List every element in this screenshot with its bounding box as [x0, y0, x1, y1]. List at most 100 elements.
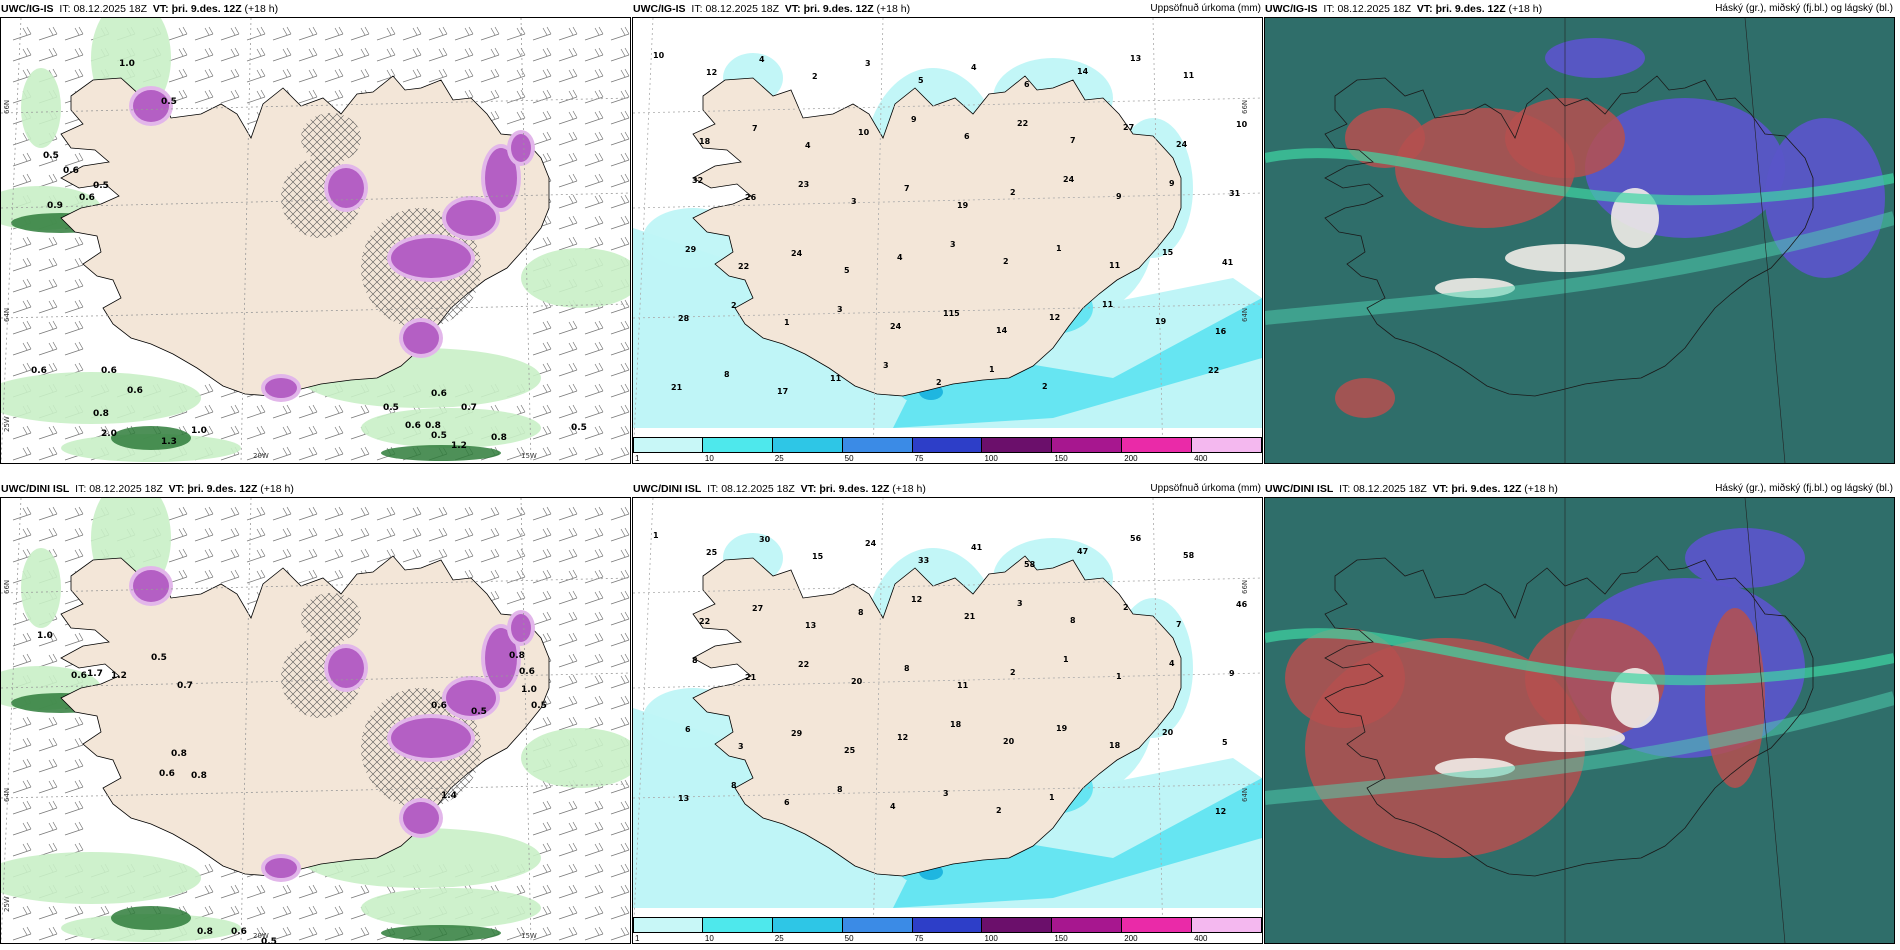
wind-barb	[584, 842, 604, 857]
wind-barb	[64, 425, 84, 440]
precip-value-label: 12	[897, 733, 908, 742]
snow-area	[446, 680, 496, 716]
map-frame[interactable]: 66N 64N 1 25 30 15 24 33 41 58 47 56 58 46 22 27 13 8 12 21…	[632, 497, 1263, 944]
colorbar-label: 25	[774, 934, 784, 943]
wind-green-area	[521, 248, 630, 308]
lon-label: 20W	[253, 452, 269, 460]
snow-area	[446, 200, 496, 236]
wind-barb	[506, 926, 526, 941]
wind-barb	[12, 320, 32, 335]
snow-value-label: 0.6	[431, 701, 447, 711]
wind-barb	[480, 68, 500, 83]
wind-barb	[532, 68, 552, 83]
wind-barb	[402, 26, 422, 41]
wind-barb	[12, 446, 32, 461]
wind-barb	[610, 590, 630, 605]
precip-value-label: 7	[904, 184, 910, 193]
snow-value-label: 1.0	[37, 631, 53, 641]
wind-barb	[610, 926, 630, 941]
precip-value-label: 8	[1070, 616, 1076, 625]
wind-barb	[558, 152, 578, 167]
map-frame[interactable]: 66N 64N 10 12 4 2 3 5 4 6 14 13 11 10 18 7 4 10 9 6 22 7 27 24 3…	[632, 17, 1263, 464]
wind-barb	[558, 548, 578, 563]
snow-value-label: 0.5	[43, 151, 59, 161]
wind-barb	[38, 653, 58, 668]
precip-value-label: 11	[1102, 300, 1114, 309]
precip-value-label: 16	[1215, 327, 1227, 336]
wind-barb	[220, 26, 240, 41]
glacier-hatch	[301, 593, 361, 643]
wind-barb	[220, 548, 240, 563]
wind-barb	[194, 548, 214, 563]
wind-barb	[402, 68, 422, 83]
panel-title: UWC/IG-IS IT: 08.12.2025 18Z VT: þri. 9.…	[1265, 3, 1543, 15]
precip-value-label: 11	[1183, 71, 1195, 80]
snow-value-label: 0.8	[509, 651, 525, 661]
precip-value-label: 29	[791, 729, 803, 738]
wind-barb	[64, 506, 84, 521]
wind-barb	[584, 446, 604, 461]
longitude-line	[872, 498, 884, 943]
wind-barb	[272, 905, 292, 920]
wind-barb	[376, 506, 396, 521]
precip-value-label: 4	[805, 141, 811, 150]
map-frame[interactable]	[1264, 17, 1895, 464]
wind-green-area	[1, 372, 201, 424]
snow-area	[133, 90, 169, 122]
wind-barb	[324, 425, 344, 440]
precip-value-label: 1	[989, 365, 995, 374]
wind-barb	[12, 527, 32, 542]
wind-barb	[64, 152, 84, 167]
grid-line	[1744, 18, 1786, 463]
wind-barb	[324, 527, 344, 542]
wind-barb	[194, 47, 214, 62]
precip-value-label: 5	[918, 76, 924, 85]
high-cloud-area	[1285, 628, 1405, 728]
wind-barb	[38, 278, 58, 293]
wind-barb	[298, 905, 318, 920]
precip-value-label: 20	[851, 677, 863, 686]
colorbar-label: 10	[704, 454, 714, 463]
colorbar-cell	[702, 437, 773, 453]
wind-barb	[584, 632, 604, 647]
wind-barb	[64, 716, 84, 731]
wind-barb	[298, 404, 318, 419]
lat-label: 66N	[1241, 100, 1249, 114]
wind-barb	[38, 758, 58, 773]
snow-value-label: 0.6	[101, 366, 117, 376]
wind-barb	[584, 68, 604, 83]
colorbar-cell	[1122, 917, 1193, 933]
precip-value-label: 12	[911, 595, 922, 604]
wind-barb	[532, 926, 552, 941]
snow-value-label: 1.2	[111, 671, 127, 681]
colorbar-label: 1	[635, 454, 640, 463]
map-frame[interactable]	[1264, 497, 1895, 944]
map-frame[interactable]: 66N 64N 25W 20W 15W 1.0 0.6 1.7 1.2 0.5 0.7 0.8 0.6 0…	[0, 497, 631, 944]
precip-value-label: 2	[731, 301, 737, 310]
wind-barb	[584, 695, 604, 710]
wind-barb	[12, 47, 32, 62]
wind-barb	[532, 26, 552, 41]
wind-barb	[558, 506, 578, 521]
map-frame[interactable]: 66N 64N 25W 20W 15W 1.0 0.5 0.6 0.9 0.6 0.5 0.6 0.6 0…	[0, 17, 631, 464]
wind-barb	[324, 926, 344, 941]
wind-barb	[584, 26, 604, 41]
colorbar-label: 75	[914, 934, 924, 943]
wind-barb	[506, 446, 526, 461]
panel-right-title: Uppsöfnuð úrkoma (mm)	[1150, 483, 1261, 494]
wind-barb	[558, 632, 578, 647]
precip-value-label: 3	[865, 59, 871, 68]
panel-ig-snow: UWC/IG-IS IT: 08.12.2025 18Z VT: þri. 9.…	[0, 0, 631, 464]
wind-barb	[12, 779, 32, 794]
wind-barb	[584, 800, 604, 815]
precip-value-label: 4	[971, 63, 977, 72]
wind-barb	[532, 863, 552, 878]
glacier-hatch	[301, 113, 361, 163]
lat-label: 25W	[3, 416, 11, 432]
precip-value-label: 33	[918, 556, 929, 565]
wind-barb	[532, 404, 552, 419]
precip-value-label: 22	[699, 617, 710, 626]
wind-barb	[246, 905, 266, 920]
precip-value-label: 21	[745, 673, 757, 682]
